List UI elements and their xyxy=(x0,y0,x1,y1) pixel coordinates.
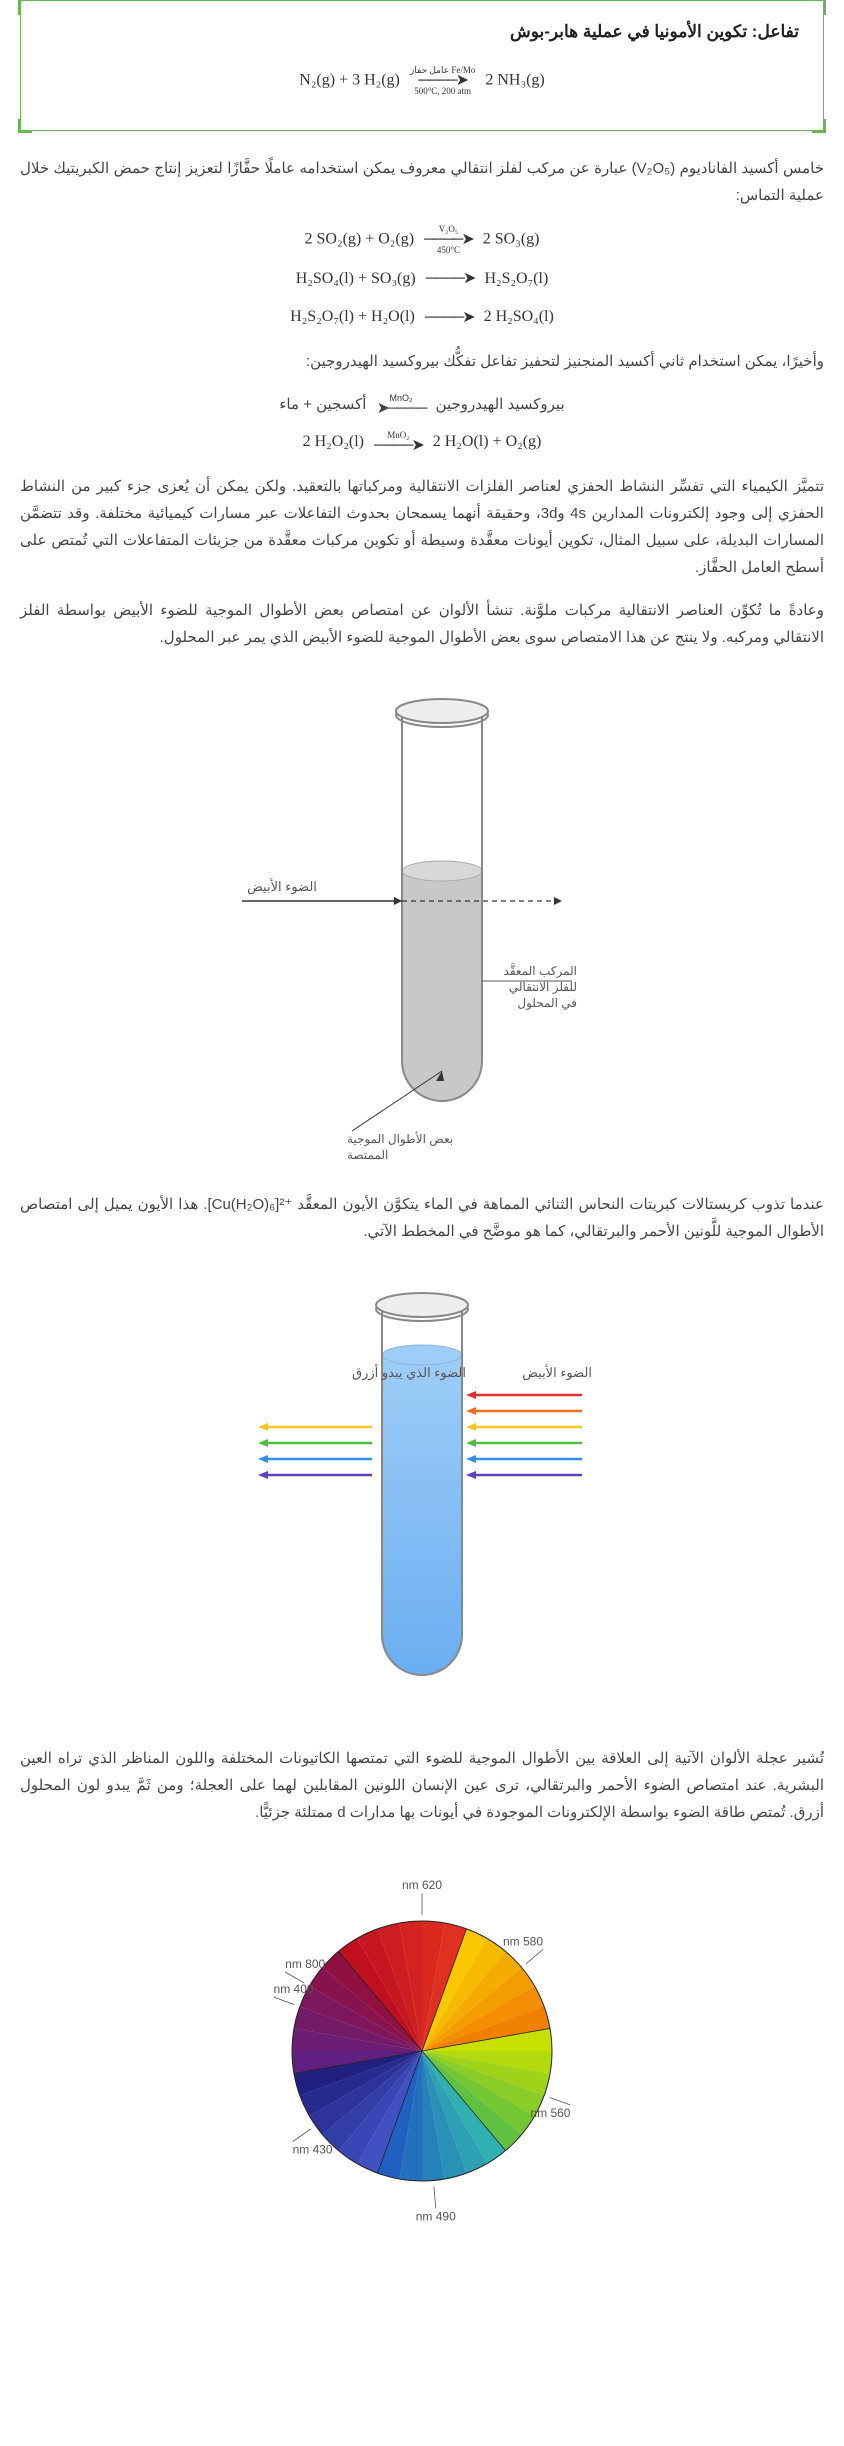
reaction-box-title: تفاعل: تكوين الأمونيا في عملية هابر-بوش xyxy=(45,17,799,48)
equation-4: 2 H₂O₂(l) MnO₂ ────➤ 2 H₂O(l) + O₂(g) xyxy=(20,428,824,457)
paragraph-4: وعادةً ما تُكوِّن العناصر الانتقالية مرك… xyxy=(20,597,824,651)
equation-rhs: 2 NH₃(g) xyxy=(485,71,544,88)
svg-text:620 nm: 620 nm xyxy=(402,1878,442,1892)
svg-text:الضوء الأبيض: الضوء الأبيض xyxy=(522,1364,592,1381)
figure-testtube-grey: الضوء الأبيض المركب المعقَّد للفلز الانتقا… xyxy=(20,681,824,1161)
equation-3: H₂S₂O₇(l) + H₂O(l) ────➤ 2 H₂SO₄(l) xyxy=(20,303,824,332)
svg-text:بعض الأطوال الموجية: بعض الأطوال الموجية xyxy=(347,1131,453,1146)
svg-text:للفلز الانتقالي: للفلز الانتقالي xyxy=(509,980,577,994)
haber-equation: N₂(g) + 3 H₂(g) عامل حفاز Fe/Mo ────➤ 50… xyxy=(45,66,799,96)
svg-text:المركب المعقَّد: المركب المعقَّد xyxy=(504,962,577,978)
svg-text:الممتصة: الممتصة xyxy=(347,1148,388,1161)
reaction-arrow: عامل حفاز Fe/Mo ────➤ 500°C, 200 atm xyxy=(410,66,475,96)
paragraph-3: تتميَّز الكيمياء التي تفسِّر النشاط الحف… xyxy=(20,473,824,581)
svg-text:الضوء الأبيض: الضوء الأبيض xyxy=(247,878,317,895)
equation-lhs: N₂(g) + 3 H₂(g) xyxy=(299,71,400,88)
svg-text:580 nm: 580 nm xyxy=(503,1934,543,1948)
svg-text:430 nm: 430 nm xyxy=(293,2143,333,2157)
paragraph-6: تُشير عجلة الألوان الآتية إلى العلاقة بي… xyxy=(20,1745,824,1826)
svg-text:800 nm: 800 nm xyxy=(285,1957,325,1971)
figure-testtube-blue: الضوء الأبيض الضوء الذي يبدو أزرق xyxy=(20,1275,824,1715)
svg-text:في المحلول: في المحلول xyxy=(517,996,577,1010)
paragraph-2: وأخيرًا، يمكن استخدام ثاني أكسيد المنجني… xyxy=(20,348,824,375)
equation-1: 2 SO₂(g) + O₂(g) V₂O₅ ────➤ 450°C 2 SO₃(… xyxy=(20,225,824,255)
word-equation: بيروكسيد الهيدروجين MnO₂ ────➤ أكسجين + … xyxy=(20,391,824,418)
reaction-box: تفاعل: تكوين الأمونيا في عملية هابر-بوش … xyxy=(20,0,824,131)
svg-text:490 nm: 490 nm xyxy=(416,2209,456,2223)
svg-text:560 nm: 560 nm xyxy=(530,2106,570,2120)
figure-color-wheel: 620 nm 580 nm 560 nm 490 nm 430 nm 400 nm 800 … xyxy=(20,1856,824,2236)
svg-text:400 nm: 400 nm xyxy=(274,1982,314,1996)
equation-2: H₂SO₄(l) + SO₃(g) ────➤ H₂S₂O₇(l) xyxy=(20,265,824,294)
svg-text:الضوء الذي يبدو أزرق: الضوء الذي يبدو أزرق xyxy=(352,1364,466,1381)
paragraph-1: خامس أكسيد الفاناديوم (V₂O₅) عبارة عن مر… xyxy=(20,155,824,209)
paragraph-5: عندما تذوب كريستالات كبريتات النحاس الثن… xyxy=(20,1191,824,1245)
